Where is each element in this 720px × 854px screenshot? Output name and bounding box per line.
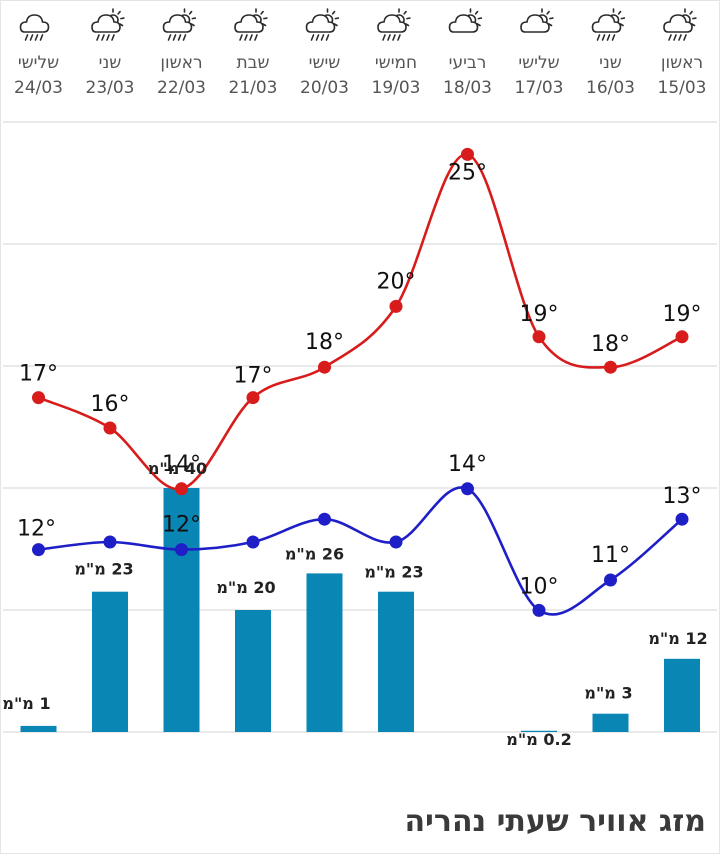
high-temp-label: 18° [591, 332, 630, 357]
precip-bar [521, 730, 557, 732]
day-label: ראשון [160, 53, 202, 73]
high-temp-point [389, 299, 403, 313]
low-temp-label: 12° [17, 517, 56, 542]
low-temp-point [175, 543, 188, 557]
forecast-chart: ראשון 15/03 שני 16/03 שלישי 17/03 רביעי 18/03 חמ… [2, 8, 717, 749]
precip-label: 23 מ"מ [364, 563, 423, 582]
precip-label: 0.2 מ"מ [506, 730, 571, 749]
partly-cloudy-icon [448, 8, 483, 33]
low-temp-point [32, 543, 45, 557]
partly-cloudy-rain-icon [162, 8, 197, 41]
high-temp-point [175, 482, 188, 496]
day-label: רביעי [449, 53, 487, 73]
high-temp-point [604, 360, 617, 374]
day-label: שני [599, 53, 622, 73]
low-temp-label: 12° [162, 513, 201, 538]
high-temp-label: 19° [663, 302, 702, 327]
low-temp-point [389, 535, 403, 549]
precip-bar [306, 573, 343, 732]
low-temp-point [103, 535, 117, 549]
date-label: 24/03 [14, 78, 63, 98]
low-temp-label: 13° [663, 484, 702, 509]
low-temp-label: 10° [520, 574, 559, 599]
high-temp-label: 17° [234, 364, 273, 389]
low-temp-line [38, 486, 683, 616]
rain-cloud-icon [19, 14, 50, 41]
low-temp-label: 14° [448, 452, 487, 477]
high-temp-point [103, 421, 117, 435]
date-label: 17/03 [515, 78, 564, 98]
precip-label: 20 מ"מ [216, 578, 275, 597]
high-temp-label: 17° [19, 362, 58, 387]
partly-cloudy-rain-icon [305, 8, 340, 41]
precip-label: 3 מ"מ [584, 684, 632, 703]
partly-cloudy-rain-icon [591, 8, 626, 41]
date-label: 15/03 [658, 78, 707, 98]
precip-label: 40 מ"מ [148, 459, 207, 478]
low-temp-point [604, 573, 617, 587]
date-label: 23/03 [86, 78, 135, 98]
date-label: 22/03 [157, 78, 206, 98]
day-label: שישי [309, 53, 341, 73]
precip-bar [664, 658, 700, 732]
date-label: 19/03 [372, 78, 421, 98]
date-label: 18/03 [443, 78, 492, 98]
low-temp-point [532, 603, 546, 617]
partly-cloudy-rain-icon [377, 8, 411, 41]
high-temp-point [246, 391, 260, 405]
low-temp-point [246, 535, 260, 549]
high-temp-point [461, 147, 474, 161]
precip-label: 1 מ"מ [2, 694, 50, 713]
precip-label: 23 מ"מ [74, 560, 133, 579]
high-temp-label: 25° [448, 160, 487, 185]
partly-cloudy-rain-icon [234, 8, 268, 41]
high-temp-point [32, 391, 45, 405]
partly-cloudy-rain-icon [91, 8, 125, 41]
low-temp-point [318, 512, 331, 526]
day-label: שני [99, 53, 122, 73]
precip-label: 12 מ"מ [648, 629, 707, 648]
precip-bar [378, 591, 414, 732]
precip-bar [163, 488, 200, 732]
precip-bar [20, 725, 57, 732]
high-temp-point [318, 360, 331, 374]
precip-bar [235, 610, 271, 732]
date-label: 16/03 [586, 78, 635, 98]
high-temp-point [675, 330, 689, 344]
high-temp-point [532, 330, 546, 344]
day-label: ראשון [661, 53, 703, 73]
page-title: מזג אוויר שעתי נהריה [404, 804, 706, 839]
date-label: 21/03 [229, 78, 278, 98]
precip-label: 26 מ"מ [285, 544, 344, 563]
low-temp-point [675, 512, 689, 526]
partly-cloudy-rain-icon [663, 8, 697, 41]
high-temp-label: 16° [91, 392, 130, 417]
high-temp-label: 20° [377, 269, 416, 294]
day-label: שלישי [518, 53, 559, 73]
day-label: שלישי [18, 53, 59, 73]
precip-bar [592, 713, 629, 732]
high-temp-line [37, 153, 683, 491]
day-label: שבת [236, 53, 269, 73]
high-temp-label: 18° [305, 330, 344, 355]
high-temp-label: 19° [520, 302, 559, 327]
low-temp-point [461, 482, 474, 496]
precip-bar [92, 591, 128, 732]
partly-cloudy-icon [520, 8, 554, 33]
day-label: חמישי [375, 53, 417, 73]
low-temp-label: 11° [591, 543, 630, 568]
high-temp-label: 14° [162, 452, 201, 477]
date-label: 20/03 [300, 78, 349, 98]
